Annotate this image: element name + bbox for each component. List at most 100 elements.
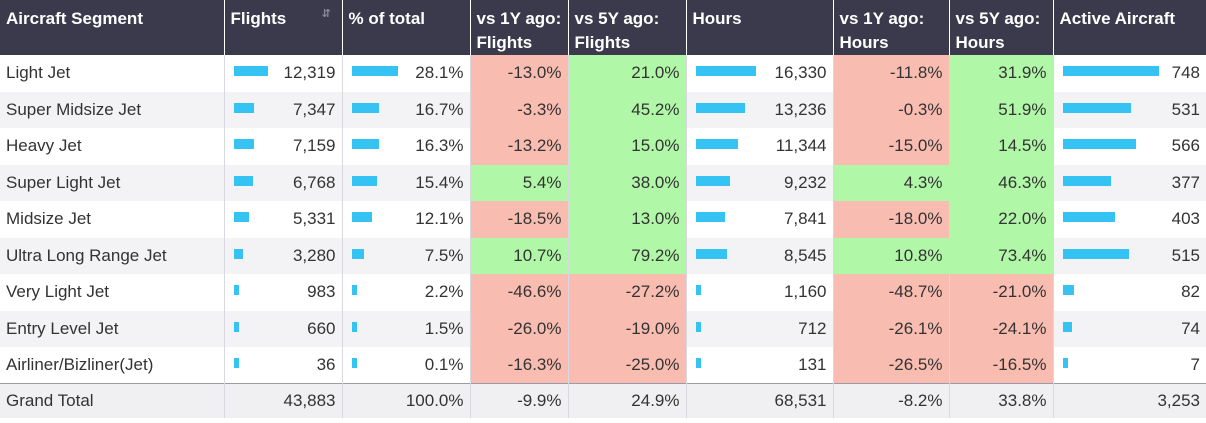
- cell-pct-total: 28.1%: [342, 55, 471, 92]
- cell-vs5y-hours: -21.0%: [949, 274, 1054, 311]
- cell-pct-total: 7.5%: [342, 237, 471, 274]
- value-bar: [233, 285, 239, 295]
- cell-pct-total: 2.2%: [342, 274, 471, 311]
- sort-icon[interactable]: ⇵: [321, 8, 331, 20]
- cell-segment: Light Jet: [0, 55, 225, 92]
- cell-vs5y-flights: -27.2%: [568, 274, 687, 311]
- table-row[interactable]: Super Light Jet 6,768 15.4% 5.4% 38.0% 9,232 4…: [0, 164, 1206, 201]
- header-hours[interactable]: Hours: [686, 0, 834, 55]
- cell-hours: 8,545: [686, 237, 834, 274]
- cell-value: 51.9%: [998, 99, 1047, 119]
- cell-value: 748: [1171, 63, 1200, 83]
- cell-vs1y-hours: -26.5%: [833, 347, 950, 384]
- header-vs1y-flights[interactable]: vs 1Y ago: Flights: [470, 0, 569, 55]
- value-bar: [233, 102, 254, 113]
- table-row[interactable]: Entry Level Jet 660 1.5% -26.0% -19.0% 712 -26…: [0, 310, 1206, 347]
- cell-value: 11,344: [775, 136, 827, 156]
- table-row[interactable]: Very Light Jet 983 2.2% -46.6% -27.2% 1,160 -4…: [0, 274, 1206, 311]
- header-vs5y-hours[interactable]: vs 5Y ago: Hours: [949, 0, 1054, 55]
- value-bar: [351, 212, 372, 222]
- cell-value: 79.2%: [631, 245, 680, 265]
- cell-active-aircraft: 515: [1053, 237, 1206, 274]
- cell-value: 3,280: [292, 245, 336, 265]
- table-row[interactable]: Ultra Long Range Jet 3,280 7.5% 10.7% 79.2% 8…: [0, 237, 1206, 274]
- cell-pct-total: 16.7%: [342, 91, 471, 128]
- table-row[interactable]: Light Jet 12,319 28.1% -13.0% 21.0% 16,330 -11…: [0, 55, 1206, 92]
- cell-value: 9,232: [783, 172, 827, 192]
- cell-active-aircraft: 531: [1053, 91, 1206, 128]
- value-bar: [233, 139, 254, 149]
- cell-value: Midsize Jet: [6, 209, 92, 229]
- cell-pct-total: 0.1%: [342, 347, 471, 384]
- cell-value: 21.0%: [631, 63, 680, 83]
- cell-value: -0.3%: [898, 99, 943, 119]
- value-bar: [695, 212, 725, 222]
- cell-value: 13.0%: [631, 209, 680, 229]
- cell-vs1y-flights: -16.3%: [470, 347, 569, 384]
- table-row[interactable]: Airliner/Bizliner(Jet) 36 0.1% -16.3% -25.0%…: [0, 347, 1206, 384]
- cell-vs1y-hours: -18.0%: [833, 201, 950, 238]
- cell-segment: Heavy Jet: [0, 128, 225, 165]
- table-row[interactable]: Midsize Jet 5,331 12.1% -18.5% 13.0% 7,841 -18…: [0, 201, 1206, 238]
- value-bar: [1062, 212, 1115, 222]
- value-bar: [351, 358, 357, 368]
- header-flights[interactable]: Flights ⇵: [224, 0, 343, 55]
- cell-value: 10.7%: [513, 245, 562, 265]
- cell-value: 7,159: [292, 136, 336, 156]
- cell-value: 7,841: [783, 209, 827, 229]
- cell-value: 28.1%: [415, 63, 464, 83]
- header-vs5y-flights[interactable]: vs 5Y ago: Flights: [568, 0, 687, 55]
- cell-value: 1.5%: [424, 318, 464, 338]
- cell-pct-total: 100.0%: [342, 383, 471, 418]
- cell-pct-total: 1.5%: [342, 310, 471, 347]
- header-vs1y-hours[interactable]: vs 1Y ago: Hours: [833, 0, 950, 55]
- value-bar: [233, 212, 249, 222]
- cell-vs5y-flights: 24.9%: [568, 383, 687, 418]
- table-body: Light Jet 12,319 28.1% -13.0% 21.0% 16,330 -11…: [0, 55, 1206, 418]
- cell-value: 7.5%: [424, 245, 464, 265]
- cell-value: 100.0%: [405, 390, 464, 410]
- header-label: Active Aircraft: [1059, 9, 1176, 28]
- cell-value: -46.6%: [507, 282, 562, 302]
- value-bar: [233, 358, 239, 368]
- cell-value: 22.0%: [998, 209, 1047, 229]
- cell-flights: 12,319: [224, 55, 343, 92]
- header-active-aircraft[interactable]: Active Aircraft: [1053, 0, 1206, 55]
- value-bar: [351, 102, 379, 113]
- cell-active-aircraft: 748: [1053, 55, 1206, 92]
- cell-value: -11.8%: [889, 63, 943, 83]
- cell-segment: Grand Total: [0, 383, 225, 418]
- cell-value: -13.2%: [507, 136, 562, 156]
- grand-total-row[interactable]: Grand Total 43,883 100.0% -9.9% 24.9% 68,531 -…: [0, 383, 1206, 418]
- cell-value: 5,331: [292, 209, 336, 229]
- value-bar: [695, 175, 730, 186]
- cell-value: 16.3%: [415, 136, 464, 156]
- cell-vs5y-flights: 21.0%: [568, 55, 687, 92]
- table-row[interactable]: Super Midsize Jet 7,347 16.7% -3.3% 45.2% 13,…: [0, 91, 1206, 128]
- cell-value: -19.0%: [625, 318, 680, 338]
- cell-value: 74: [1181, 318, 1200, 338]
- cell-flights: 36: [224, 347, 343, 384]
- value-bar: [351, 175, 377, 186]
- cell-value: 7: [1190, 355, 1200, 374]
- cell-segment: Airliner/Bizliner(Jet): [0, 347, 225, 384]
- cell-vs5y-flights: 45.2%: [568, 91, 687, 128]
- cell-vs5y-flights: -19.0%: [568, 310, 687, 347]
- cell-vs1y-flights: 5.4%: [470, 164, 569, 201]
- cell-vs5y-flights: -25.0%: [568, 347, 687, 384]
- cell-hours: 16,330: [686, 55, 834, 92]
- cell-flights: 7,347: [224, 91, 343, 128]
- cell-pct-total: 12.1%: [342, 201, 471, 238]
- cell-pct-total: 15.4%: [342, 164, 471, 201]
- table-row[interactable]: Heavy Jet 7,159 16.3% -13.2% 15.0% 11,344 -15.…: [0, 128, 1206, 165]
- cell-vs1y-hours: 10.8%: [833, 237, 950, 274]
- value-bar: [351, 248, 364, 259]
- cell-active-aircraft: 82: [1053, 274, 1206, 311]
- cell-value: 6,768: [292, 172, 336, 192]
- value-bar: [695, 139, 738, 149]
- cell-value: 68,531: [774, 390, 827, 410]
- cell-value: 531: [1171, 99, 1200, 119]
- cell-active-aircraft: 74: [1053, 310, 1206, 347]
- header-pct-total[interactable]: % of total: [342, 0, 471, 55]
- header-aircraft-segment[interactable]: Aircraft Segment: [0, 0, 225, 55]
